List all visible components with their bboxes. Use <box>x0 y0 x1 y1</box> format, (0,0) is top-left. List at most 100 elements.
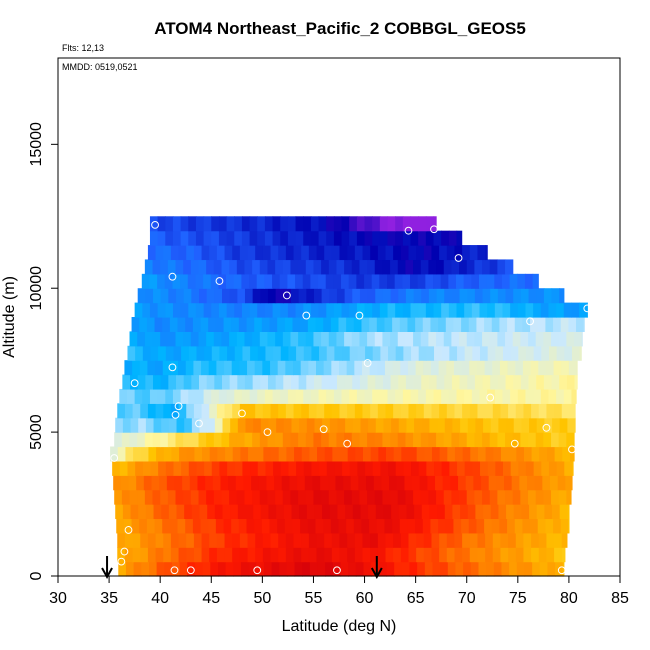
heatmap-cell <box>172 302 182 318</box>
heatmap-cell <box>152 432 161 448</box>
heatmap-cell <box>358 475 367 491</box>
heatmap-cell <box>510 388 519 404</box>
heatmap-cell <box>498 417 507 433</box>
heatmap-cell <box>375 374 384 390</box>
heatmap-cell <box>193 547 203 563</box>
heatmap-cell <box>444 504 454 520</box>
heatmap-cell <box>133 446 142 462</box>
heatmap-cell <box>456 273 465 289</box>
heatmap-cell <box>122 504 132 520</box>
heatmap-cell <box>338 317 347 332</box>
heatmap-cell <box>471 302 481 318</box>
heatmap-cell <box>439 446 448 462</box>
heatmap-cell <box>535 432 544 448</box>
heatmap-cell <box>235 475 245 491</box>
down-arrow-marker <box>370 556 383 580</box>
heatmap-cell <box>459 489 468 505</box>
heatmap-cell <box>352 374 361 390</box>
heatmap-cell <box>234 460 244 476</box>
heatmap-cell <box>490 374 499 390</box>
heatmap-cell <box>543 288 553 304</box>
heatmap-cell <box>429 504 438 520</box>
heatmap-cell <box>310 273 319 289</box>
heatmap-cell <box>209 547 218 563</box>
heatmap-cell <box>320 475 329 491</box>
heatmap-cell <box>361 317 370 332</box>
heatmap-cells <box>110 216 588 577</box>
heatmap-cell <box>188 230 197 246</box>
heatmap-cell <box>254 360 263 376</box>
heatmap-cell <box>509 561 518 577</box>
heatmap-cell <box>417 561 426 577</box>
x-tick-label: 50 <box>253 590 271 607</box>
heatmap-cell <box>259 331 269 347</box>
heatmap-cell <box>399 317 409 332</box>
heatmap-cell <box>326 345 335 361</box>
heatmap-cell <box>269 518 278 534</box>
heatmap-cell <box>260 374 269 390</box>
heatmap-cell <box>436 432 445 448</box>
heatmap-cell <box>249 230 258 246</box>
heatmap-cell <box>478 273 488 289</box>
flight-point <box>186 566 195 575</box>
heatmap-cell <box>167 259 177 275</box>
heatmap-cell <box>357 345 366 361</box>
heatmap-cell <box>326 216 335 232</box>
heatmap-cell <box>426 460 435 476</box>
heatmap-cell <box>352 417 362 433</box>
heatmap-cell <box>457 460 466 476</box>
heatmap-cell <box>180 388 189 404</box>
heatmap-cell <box>505 288 514 304</box>
heatmap-cell <box>430 317 439 332</box>
heatmap-cell <box>188 460 198 476</box>
heatmap-cell <box>324 403 333 419</box>
heatmap-cell <box>148 446 157 462</box>
heatmap-cell <box>283 374 292 390</box>
heatmap-cell <box>163 446 173 462</box>
heatmap-cell <box>236 259 246 275</box>
heatmap-cell <box>305 331 315 347</box>
heatmap-cell <box>564 345 573 361</box>
heatmap-cell <box>447 561 457 577</box>
heatmap-cell <box>377 547 387 563</box>
heatmap-cell <box>154 317 163 332</box>
heatmap-cell <box>522 518 531 534</box>
heatmap-cell <box>454 532 463 548</box>
heatmap-cell <box>329 504 339 520</box>
heatmap-cell <box>421 417 431 433</box>
heatmap-cell <box>110 446 119 462</box>
heatmap-cell <box>511 475 520 491</box>
heatmap-cell <box>282 432 292 448</box>
heatmap-cell <box>220 475 229 491</box>
heatmap-cell <box>474 288 484 304</box>
heatmap-cell <box>464 345 473 361</box>
heatmap-cell <box>221 259 230 275</box>
heatmap-cell <box>227 460 236 476</box>
heatmap-cell <box>119 460 129 476</box>
heatmap-cell <box>244 288 254 304</box>
heatmap-cell <box>306 374 315 390</box>
heatmap-cell <box>354 547 364 563</box>
heatmap-cell <box>528 432 537 448</box>
heatmap-cell <box>426 345 435 361</box>
heatmap-cell <box>369 360 378 376</box>
heatmap-cell <box>568 360 578 376</box>
heatmap-cell <box>416 245 425 261</box>
heatmap-cell <box>474 489 483 505</box>
heatmap-cell <box>308 360 317 376</box>
heatmap-cell <box>531 446 540 462</box>
heatmap-cell <box>321 288 330 304</box>
heatmap-cell <box>186 547 195 563</box>
heatmap-cell <box>317 561 326 577</box>
heatmap-cell <box>155 403 164 419</box>
heatmap-cell <box>487 460 496 476</box>
heatmap-cell <box>229 288 238 304</box>
heatmap-cell <box>482 432 491 448</box>
heatmap-cell <box>223 518 232 534</box>
heatmap-cell <box>508 446 517 462</box>
heatmap-cell <box>205 475 214 491</box>
heatmap-cell <box>506 504 515 520</box>
heatmap-cell <box>264 388 274 404</box>
heatmap-cell <box>418 216 427 232</box>
heatmap-cell <box>133 561 142 577</box>
